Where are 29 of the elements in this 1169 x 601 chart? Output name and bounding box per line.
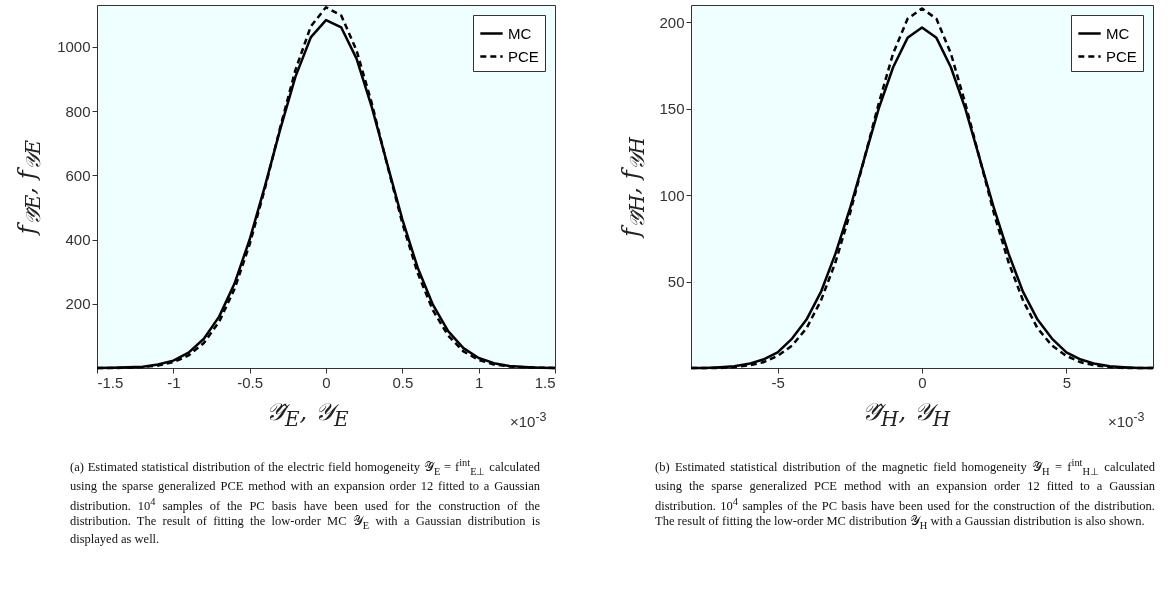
x-tick-label: 0.5: [392, 373, 414, 391]
x-tick-label: 5: [1062, 373, 1072, 391]
x-tick-label: -0.5: [237, 373, 264, 391]
legend-label: MC: [508, 24, 532, 42]
y-tick-label: 600: [65, 166, 91, 184]
y-tick-label: 400: [65, 231, 91, 248]
text: ×10$^{-3}$: [1108, 410, 1145, 430]
text: (a) Estimated statistical distribution of the electric field homogeneity 𝒴̂$_{E}$ = f$^{int}$$_{E⊥}$ calculated using the sparse generalized PCE method with an expansion order 12 fitted to a Gaussian distribution. 10$^{4}$ samples of the PC basis have been used for the construction of the distribution. The result of fitting the low-order MC 𝒴$_{E}$ with a Gaussian distribution is displayed as well.: [70, 457, 540, 547]
text: ×10$^{-3}$: [510, 410, 547, 430]
x-tick-label: -1.5: [97, 373, 124, 391]
legend-label: PCE: [1106, 47, 1137, 65]
x-tick-label: -1: [167, 373, 181, 391]
x-axis-title: 𝒴̂$_{H}$, 𝒴$_{H}$: [862, 398, 951, 431]
y-tick-label: 200: [659, 13, 685, 31]
x-tick-label: 1: [474, 373, 484, 391]
y-tick-label: 150: [659, 100, 685, 118]
y-tick-label: 200: [65, 295, 91, 313]
y-tick-label: 1000: [57, 38, 91, 56]
legend-label: PCE: [508, 47, 539, 65]
text: (b) Estimated statistical distribution of the magnetic field homogeneity 𝒴̂$_{H}$ = f$^{int}$$_{H⊥}$ calculated using the sparse generalized PCE method with an expansion order 12 fitted to a Gaussian distribution. 10$^{4}$ samples of the PC basis have been used for the construction of the distribution. The result of fitting the low-order MC distribution 𝒴$_{H}$ with a Gaussian distribution is also shown.: [655, 457, 1155, 531]
x-tick-label: 0: [918, 373, 927, 391]
y-tick-label: 100: [659, 186, 685, 204]
x-axis-title: 𝒴̂$_{E}$, 𝒴$_{E}$: [266, 398, 349, 431]
x-tick-label: 1.5: [534, 373, 556, 391]
y-tick-label: 800: [65, 102, 91, 120]
x-tick-label: -5: [771, 373, 785, 391]
x-tick-label: 0: [322, 373, 331, 391]
y-tick-label: 50: [667, 273, 685, 291]
legend-label: MC: [1106, 24, 1130, 42]
